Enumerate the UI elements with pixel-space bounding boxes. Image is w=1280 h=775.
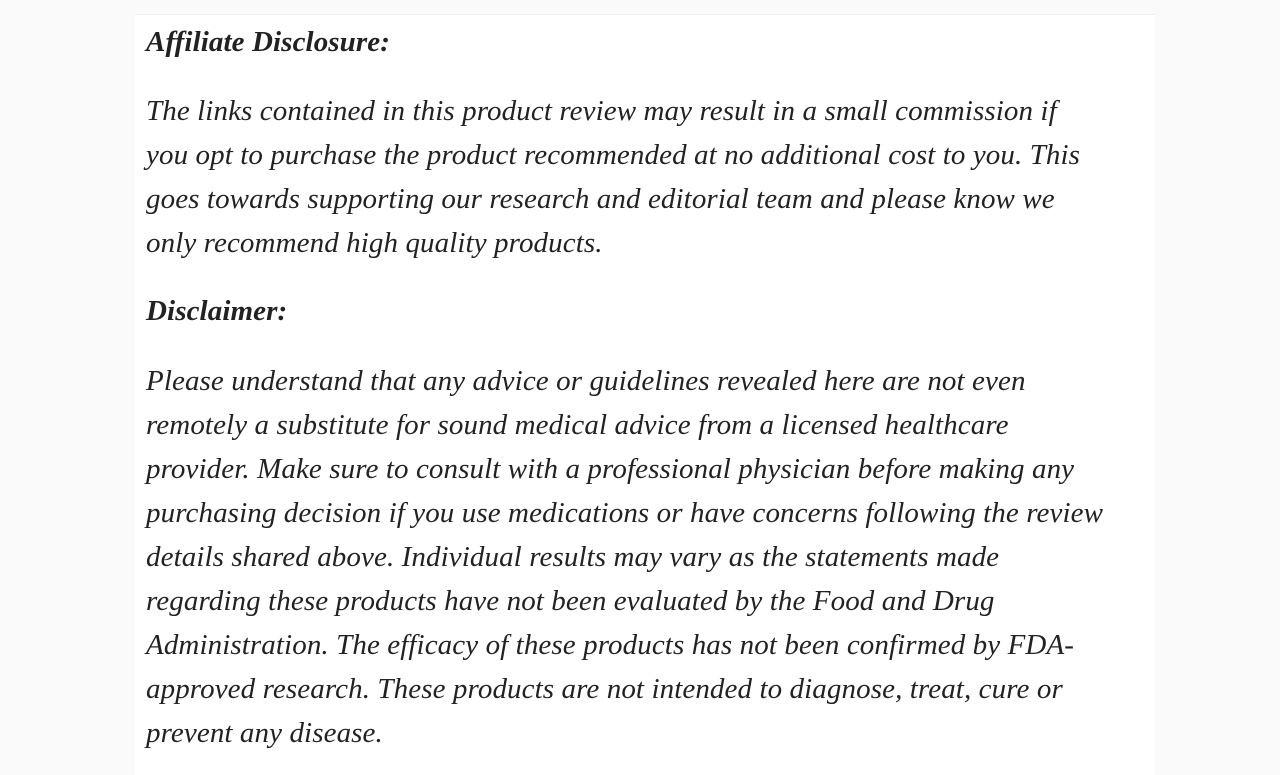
affiliate-text-line: only recommend high quality products. (146, 227, 603, 259)
disclaimer-heading: Disclaimer: (146, 295, 288, 327)
affiliate-text-line: The links contained in this product revi… (146, 95, 1057, 127)
affiliate-disclosure-heading: Affiliate Disclosure: (146, 26, 391, 58)
affiliate-text-line: you opt to purchase the product recommen… (146, 139, 1081, 171)
affiliate-text-line: goes towards supporting our research and… (146, 183, 1055, 215)
disclaimer-text-line: regarding these products have not been e… (146, 585, 995, 617)
disclaimer-text-line: provider. Make sure to consult with a pr… (146, 453, 1075, 485)
disclaimer-text-line: Please understand that any advice or gui… (146, 365, 1026, 397)
disclaimer-text-line: remotely a substitute for sound medical … (146, 409, 1009, 441)
disclaimer-text-line: purchasing decision if you use medicatio… (146, 497, 1104, 529)
disclaimer-text-line: prevent any disease. (146, 717, 383, 749)
disclaimer-text-line: approved research. These products are no… (146, 673, 1063, 705)
disclaimer-text-line: Administration. The efficacy of these pr… (146, 629, 1075, 661)
disclaimer-text-line: details shared above. Individual results… (146, 541, 1000, 573)
disclosure-panel (135, 14, 1155, 775)
